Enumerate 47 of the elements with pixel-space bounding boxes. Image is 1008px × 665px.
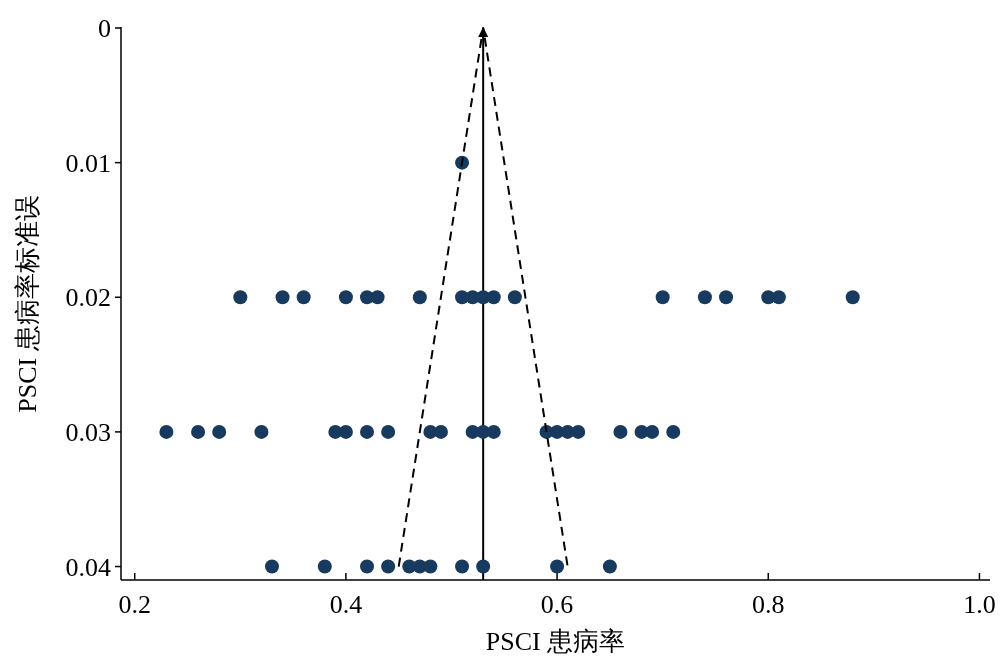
point xyxy=(455,559,470,574)
y-tick-label: 0.04 xyxy=(65,552,111,582)
point xyxy=(233,290,248,305)
x-axis-title: PSCI 患病率 xyxy=(485,627,626,656)
point xyxy=(254,424,269,439)
point xyxy=(571,424,586,439)
x-tick-label: 0.4 xyxy=(329,590,363,619)
point xyxy=(264,559,279,574)
point xyxy=(507,290,522,305)
x-tick-label: 0.2 xyxy=(118,590,151,619)
y-tick-label: 0 xyxy=(98,14,111,43)
x-tick-label: 0.8 xyxy=(752,590,785,619)
point xyxy=(191,424,206,439)
point xyxy=(317,559,332,574)
point xyxy=(476,559,491,574)
y-tick-label: 0.01 xyxy=(65,148,111,178)
point xyxy=(360,424,375,439)
y-tick-label: 0.03 xyxy=(65,417,111,447)
point xyxy=(296,290,311,305)
point xyxy=(602,559,617,574)
point xyxy=(412,290,427,305)
point xyxy=(338,424,353,439)
y-tick-label: 0.02 xyxy=(65,283,111,313)
point xyxy=(423,559,438,574)
point xyxy=(486,290,501,305)
point xyxy=(719,290,734,305)
x-tick-label: 1.0 xyxy=(963,590,996,619)
point xyxy=(845,290,860,305)
point xyxy=(275,290,290,305)
point xyxy=(550,559,565,574)
point xyxy=(370,290,385,305)
point xyxy=(381,424,396,439)
point xyxy=(159,424,174,439)
point xyxy=(645,424,660,439)
point xyxy=(486,424,501,439)
point xyxy=(360,559,375,574)
point xyxy=(655,290,670,305)
point xyxy=(381,559,396,574)
x-tick-label: 0.6 xyxy=(540,590,574,619)
point xyxy=(338,290,353,305)
point xyxy=(697,290,712,305)
point xyxy=(212,424,227,439)
point xyxy=(613,424,628,439)
point xyxy=(771,290,786,305)
y-axis-title: PSCI 患病率标准误 xyxy=(13,195,42,413)
point xyxy=(666,424,681,439)
point xyxy=(433,424,448,439)
